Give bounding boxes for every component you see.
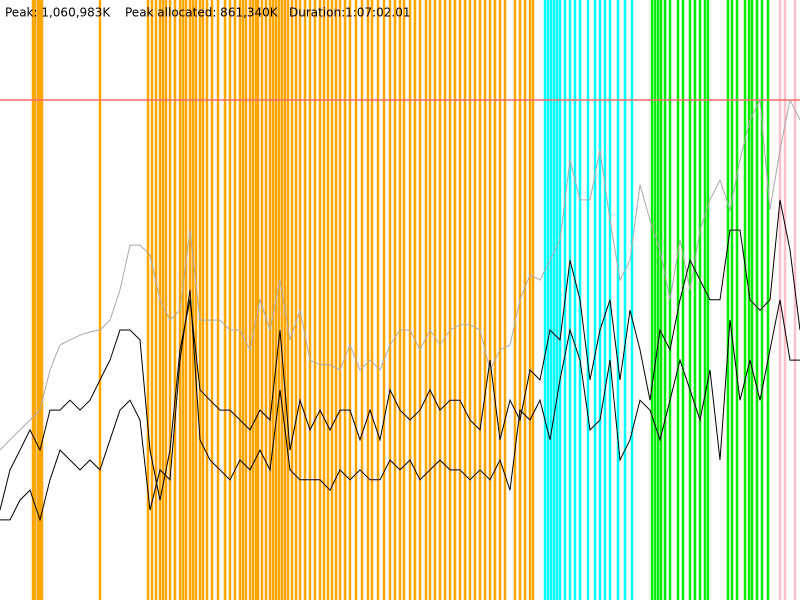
peak-allocated-text: Peak allocated: 861,340K	[125, 6, 279, 20]
series-line	[0, 199, 800, 511]
peak-text: Peak: 1,060,983K	[5, 6, 111, 20]
series-line	[0, 289, 800, 522]
duration-text: Duration:1:07:02.01	[289, 6, 411, 20]
series-line	[0, 98, 800, 451]
lines	[0, 98, 800, 522]
